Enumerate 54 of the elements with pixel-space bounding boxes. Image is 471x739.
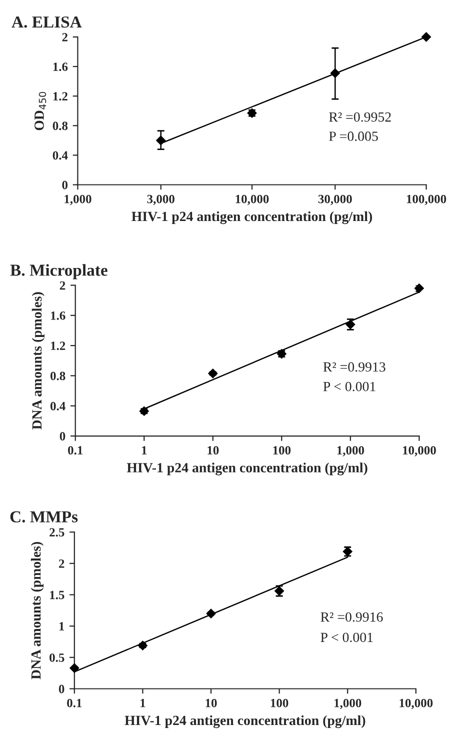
y-tick-label: 0.8 (52, 122, 68, 130)
y-tick-label: 0.4 (50, 402, 66, 410)
y-tick-label: 0 (58, 684, 64, 694)
x-tick-label: 10,000 (403, 446, 436, 456)
chart-title: A. ELISA (12, 16, 82, 28)
annotation: R² =0.9952 (329, 112, 391, 122)
annotation: R² =0.9913 (323, 362, 386, 372)
x-axis-title: HIV-1 p24 antigen concentration (pg/ml) (126, 462, 368, 476)
y-tick-label: 1.6 (51, 311, 66, 320)
y-axis-title: DNA amounts (pmoles) (32, 292, 44, 430)
annotation: P =0.005 (329, 132, 378, 141)
annotation: P < 0.001 (320, 632, 373, 642)
x-tick-label: 1,000 (337, 446, 364, 456)
x-tick-label: 10,000 (236, 194, 269, 206)
chart-title: C. MMPs (10, 511, 78, 522)
y-tick-label: 2 (60, 281, 66, 290)
y-axis-title: OD$_{450}$ (34, 92, 46, 130)
x-axis-title: HIV-1 p24 antigen concentration (pg/ml) (124, 715, 366, 728)
x-tick-label: 1,000 (64, 194, 92, 206)
x-tick-label: 1 (142, 446, 147, 454)
y-tick-label: 1.6 (53, 62, 68, 72)
point (414, 283, 424, 294)
x-tick-label: 1,000 (334, 698, 362, 710)
y-tick-label: 1 (59, 622, 64, 630)
x-tick-label: 1 (140, 698, 146, 708)
x-tick-label: 100 (273, 446, 291, 455)
point (208, 368, 218, 378)
y-tick-label: 2 (62, 33, 68, 42)
y-tick-label: 2.5 (50, 528, 64, 537)
x-tick-label: 100 (270, 698, 288, 708)
x-tick-label: 10 (206, 698, 217, 708)
x-tick-label: 3,000 (147, 194, 174, 206)
chart-title: B. Microplate (10, 264, 108, 280)
y-tick-label: 0 (60, 432, 66, 440)
y-tick-label: 0 (62, 180, 68, 190)
y-tick-label: 1.5 (50, 590, 64, 600)
x-tick-label: 100,000 (406, 194, 446, 206)
y-tick-label: 1.2 (51, 342, 66, 350)
y-tick-label: 0.4 (52, 151, 68, 160)
x-tick-label: 0.1 (67, 698, 82, 708)
annotation: R² =0.9916 (320, 612, 383, 622)
y-tick-label: 0.5 (50, 653, 64, 662)
x-axis-title: HIV-1 p24 antigen concentration (pg/ml) (132, 211, 372, 224)
point (70, 663, 80, 673)
x-tick-label: 10,000 (400, 698, 433, 710)
y-axis-title: DNA amounts (pmoles) (30, 542, 44, 680)
x-tick-label: 10 (208, 446, 219, 455)
point (206, 608, 216, 618)
y-tick-label: 1.2 (53, 92, 68, 101)
y-tick-label: 2 (58, 559, 64, 568)
x-tick-label: 30,000 (318, 194, 352, 206)
y-tick-label: 0.8 (50, 372, 66, 380)
x-tick-label: 0.1 (68, 446, 83, 455)
annotation: P < 0.001 (323, 382, 376, 392)
